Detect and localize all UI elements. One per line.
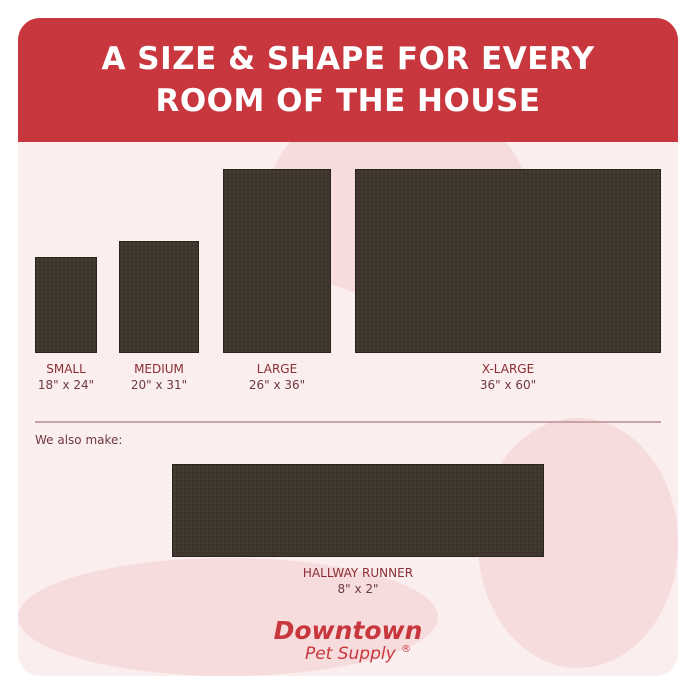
size-label-x-large: X-LARGE 36" x 60"	[479, 362, 537, 392]
size-label-large: LARGE 26" x 36"	[248, 362, 306, 392]
brand-logo: Downtown	[273, 616, 423, 645]
product-card: A SIZE & SHAPE FOR EVERY ROOM OF THE HOU…	[18, 18, 678, 676]
size-label-medium: MEDIUM 20" x 31"	[130, 362, 188, 392]
background-shape	[18, 558, 438, 676]
size-label-runner: HALLWAY RUNNER 8" x 2"	[302, 566, 414, 596]
mat-large	[223, 169, 331, 353]
also-make-label: We also make:	[35, 433, 123, 447]
size-label-small: SMALL 18" x 24"	[37, 362, 95, 392]
page-title: A SIZE & SHAPE FOR EVERY ROOM OF THE HOU…	[18, 18, 678, 142]
mat-small	[35, 257, 97, 353]
brand-subtitle: Pet Supply ®	[304, 644, 412, 664]
mat-medium	[119, 241, 199, 353]
divider	[35, 421, 661, 423]
mat-x-large	[355, 169, 661, 353]
mat-hallway-runner	[172, 464, 544, 557]
